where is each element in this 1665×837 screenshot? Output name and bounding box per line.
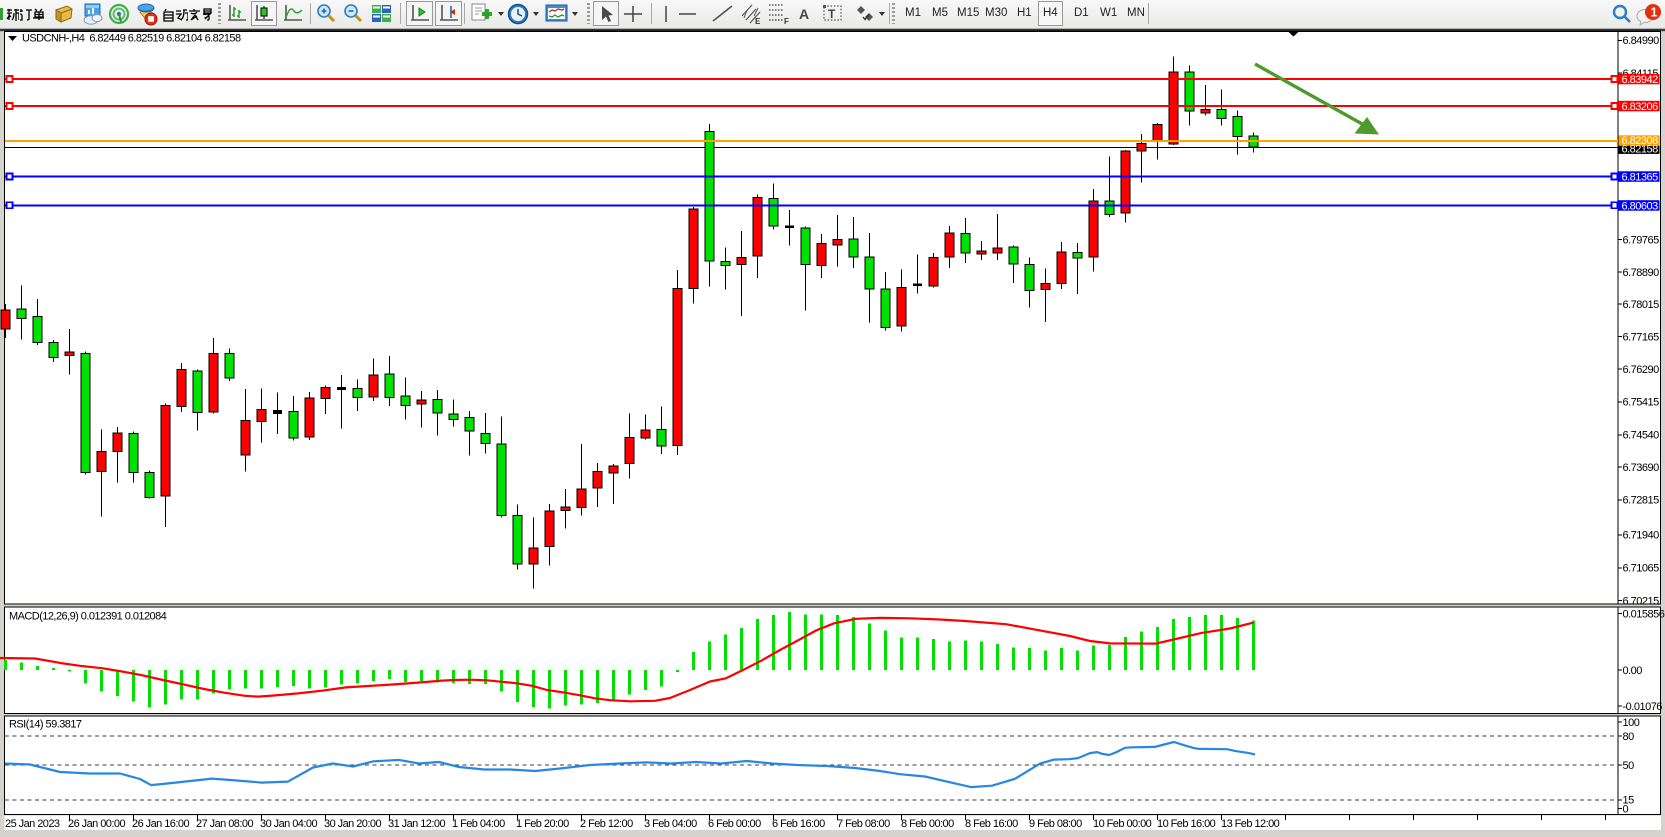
svg-text:6.79765: 6.79765 bbox=[1623, 234, 1660, 246]
svg-text:10 Feb 00:00: 10 Feb 00:00 bbox=[1093, 818, 1152, 830]
svg-text:6.72815: 6.72815 bbox=[1623, 495, 1660, 507]
svg-text:7 Feb 08:00: 7 Feb 08:00 bbox=[837, 818, 890, 830]
svg-text:13 Feb 12:00: 13 Feb 12:00 bbox=[1221, 818, 1280, 830]
svg-text:6.75415: 6.75415 bbox=[1623, 397, 1660, 409]
svg-text:3 Feb 04:00: 3 Feb 04:00 bbox=[644, 818, 697, 830]
svg-text:6.82308: 6.82308 bbox=[1622, 135, 1659, 147]
svg-text:15: 15 bbox=[1623, 795, 1635, 807]
svg-text:31 Jan 12:00: 31 Jan 12:00 bbox=[388, 818, 445, 830]
svg-text:6.82158: 6.82158 bbox=[1622, 143, 1659, 155]
svg-text:6.78890: 6.78890 bbox=[1623, 267, 1660, 279]
svg-text:6 Feb 16:00: 6 Feb 16:00 bbox=[772, 818, 825, 830]
svg-text:8 Feb 16:00: 8 Feb 16:00 bbox=[965, 818, 1018, 830]
svg-text:30 Jan 04:00: 30 Jan 04:00 bbox=[260, 818, 317, 830]
svg-text:6.76290: 6.76290 bbox=[1623, 364, 1660, 376]
svg-text:0.015856: 0.015856 bbox=[1623, 609, 1665, 621]
svg-text:1: 1 bbox=[1651, 6, 1658, 20]
svg-text:6.70215: 6.70215 bbox=[1623, 595, 1660, 607]
svg-text:MACD(12,26,9) 0.012391 0.01208: MACD(12,26,9) 0.012391 0.012084 bbox=[9, 611, 167, 623]
svg-text:30 Jan 20:00: 30 Jan 20:00 bbox=[324, 818, 381, 830]
svg-text:-0.01076: -0.01076 bbox=[1623, 701, 1663, 713]
svg-text:0.00: 0.00 bbox=[1623, 665, 1643, 677]
svg-text:9 Feb 08:00: 9 Feb 08:00 bbox=[1029, 818, 1082, 830]
svg-text:100: 100 bbox=[1623, 717, 1640, 729]
svg-text:27 Jan 08:00: 27 Jan 08:00 bbox=[196, 818, 253, 830]
svg-text:2 Feb 12:00: 2 Feb 12:00 bbox=[580, 818, 633, 830]
svg-text:6.83942: 6.83942 bbox=[1622, 74, 1659, 86]
svg-text:USDCNH-,H4 6.82449 6.82519 6.: USDCNH-,H4 6.82449 6.82519 6.82104 6.821… bbox=[22, 33, 241, 45]
svg-text:T: T bbox=[828, 7, 836, 21]
svg-text:6.73690: 6.73690 bbox=[1623, 462, 1660, 474]
svg-text:E: E bbox=[755, 17, 761, 26]
svg-text:6.74540: 6.74540 bbox=[1623, 430, 1660, 442]
svg-text:26 Jan 00:00: 26 Jan 00:00 bbox=[68, 818, 125, 830]
svg-text:6.81365: 6.81365 bbox=[1622, 171, 1659, 183]
svg-text:6.78015: 6.78015 bbox=[1623, 299, 1660, 311]
svg-text:1 Feb 20:00: 1 Feb 20:00 bbox=[516, 818, 569, 830]
svg-text:6.84990: 6.84990 bbox=[1623, 35, 1660, 47]
svg-text:6.71940: 6.71940 bbox=[1623, 530, 1660, 542]
svg-text:8 Feb 00:00: 8 Feb 00:00 bbox=[901, 818, 954, 830]
svg-text:0: 0 bbox=[1623, 803, 1629, 815]
svg-text:10 Feb 16:00: 10 Feb 16:00 bbox=[1157, 818, 1216, 830]
svg-text:RSI(14) 59.3817: RSI(14) 59.3817 bbox=[9, 719, 82, 731]
svg-text:80: 80 bbox=[1623, 731, 1635, 743]
svg-text:6 Feb 00:00: 6 Feb 00:00 bbox=[708, 818, 761, 830]
svg-text:26 Jan 16:00: 26 Jan 16:00 bbox=[132, 818, 189, 830]
svg-text:F: F bbox=[784, 17, 789, 26]
svg-text:6.77165: 6.77165 bbox=[1623, 332, 1660, 344]
svg-text:6.80603: 6.80603 bbox=[1622, 200, 1659, 212]
svg-text:50: 50 bbox=[1623, 760, 1635, 772]
svg-text:6.83206: 6.83206 bbox=[1622, 101, 1659, 113]
svg-text:1 Feb 04:00: 1 Feb 04:00 bbox=[452, 818, 505, 830]
svg-text:25 Jan 2023: 25 Jan 2023 bbox=[5, 818, 60, 830]
svg-text:6.71065: 6.71065 bbox=[1623, 563, 1660, 575]
